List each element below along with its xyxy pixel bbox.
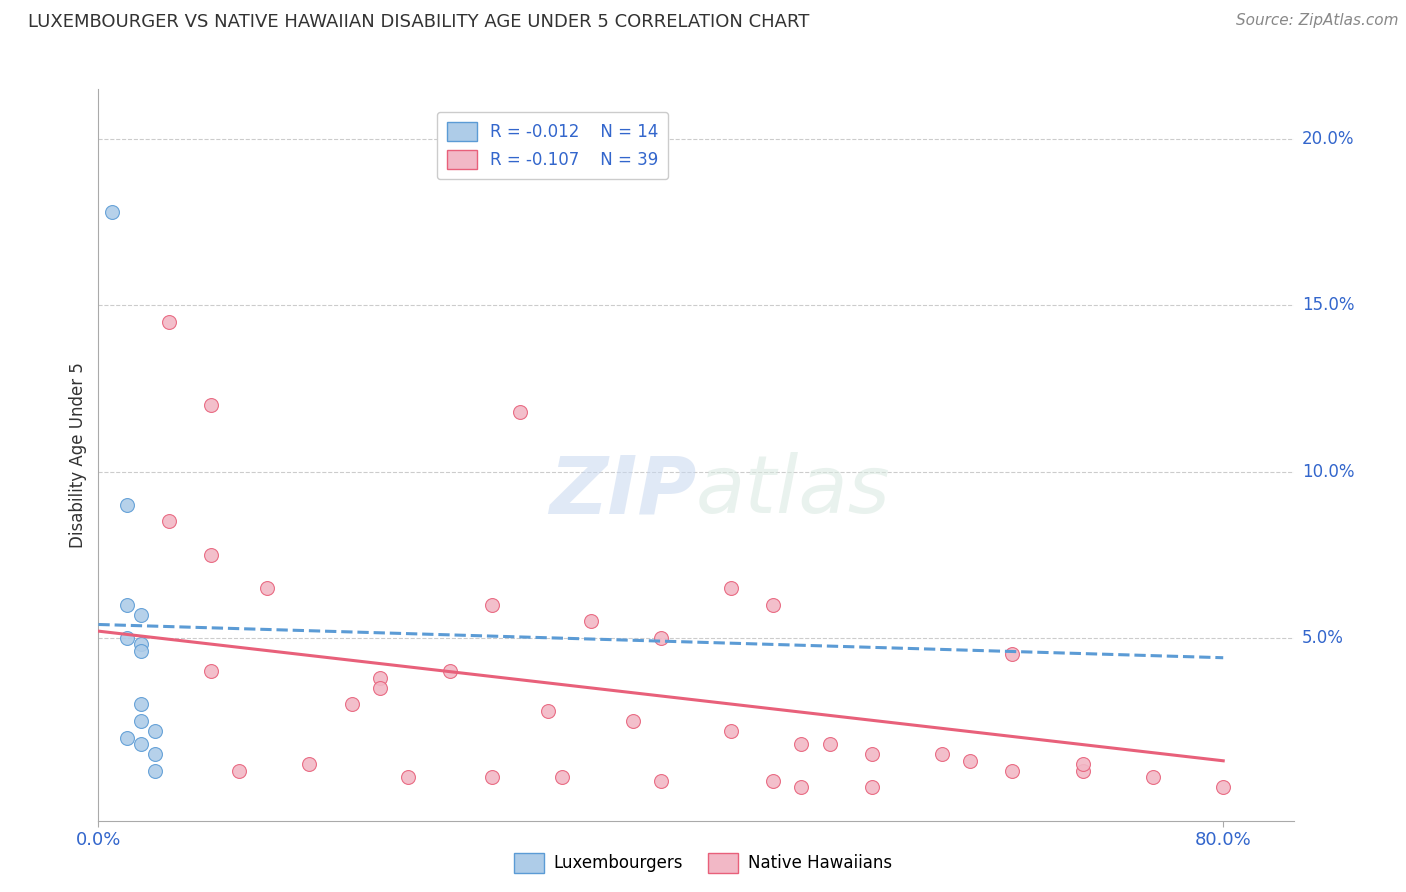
Point	[1001, 648, 1024, 662]
Point	[200, 664, 222, 678]
Point	[143, 747, 166, 761]
Legend: Luxembourgers, Native Hawaiians: Luxembourgers, Native Hawaiians	[508, 847, 898, 880]
Text: LUXEMBOURGER VS NATIVE HAWAIIAN DISABILITY AGE UNDER 5 CORRELATION CHART: LUXEMBOURGER VS NATIVE HAWAIIAN DISABILI…	[28, 13, 810, 31]
Point	[143, 764, 166, 778]
Legend: R = -0.012    N = 14, R = -0.107    N = 39: R = -0.012 N = 14, R = -0.107 N = 39	[437, 112, 668, 179]
Point	[368, 671, 391, 685]
Point	[621, 714, 644, 728]
Point	[129, 698, 152, 712]
Point	[129, 637, 152, 651]
Point	[368, 681, 391, 695]
Point	[200, 548, 222, 562]
Point	[720, 581, 742, 595]
Point	[115, 731, 138, 745]
Point	[790, 780, 813, 795]
Point	[157, 315, 180, 329]
Point	[650, 631, 672, 645]
Point	[115, 598, 138, 612]
Point	[129, 607, 152, 622]
Point	[256, 581, 278, 595]
Point	[931, 747, 953, 761]
Point	[396, 771, 419, 785]
Point	[509, 405, 531, 419]
Point	[720, 723, 742, 738]
Point	[579, 614, 602, 628]
Point	[1142, 771, 1164, 785]
Text: 5.0%: 5.0%	[1302, 629, 1344, 647]
Point	[101, 205, 124, 219]
Point	[818, 737, 841, 751]
Text: 10.0%: 10.0%	[1302, 463, 1354, 481]
Point	[650, 773, 672, 788]
Point	[439, 664, 461, 678]
Point	[481, 598, 503, 612]
Text: 15.0%: 15.0%	[1302, 296, 1354, 314]
Point	[537, 704, 560, 718]
Point	[129, 714, 152, 728]
Point	[115, 498, 138, 512]
Point	[1071, 764, 1094, 778]
Text: 20.0%: 20.0%	[1302, 130, 1354, 148]
Y-axis label: Disability Age Under 5: Disability Age Under 5	[69, 362, 87, 548]
Text: Source: ZipAtlas.com: Source: ZipAtlas.com	[1236, 13, 1399, 29]
Point	[481, 771, 503, 785]
Text: atlas: atlas	[696, 452, 891, 531]
Point	[157, 515, 180, 529]
Point	[143, 723, 166, 738]
Point	[1071, 757, 1094, 772]
Point	[860, 747, 883, 761]
Point	[860, 780, 883, 795]
Point	[1212, 780, 1234, 795]
Point	[228, 764, 250, 778]
Point	[959, 754, 981, 768]
Point	[129, 644, 152, 658]
Point	[298, 757, 321, 772]
Point	[129, 737, 152, 751]
Text: ZIP: ZIP	[548, 452, 696, 531]
Point	[762, 598, 785, 612]
Point	[200, 398, 222, 412]
Point	[551, 771, 574, 785]
Point	[340, 698, 363, 712]
Point	[790, 737, 813, 751]
Point	[1001, 764, 1024, 778]
Point	[115, 631, 138, 645]
Point	[762, 773, 785, 788]
